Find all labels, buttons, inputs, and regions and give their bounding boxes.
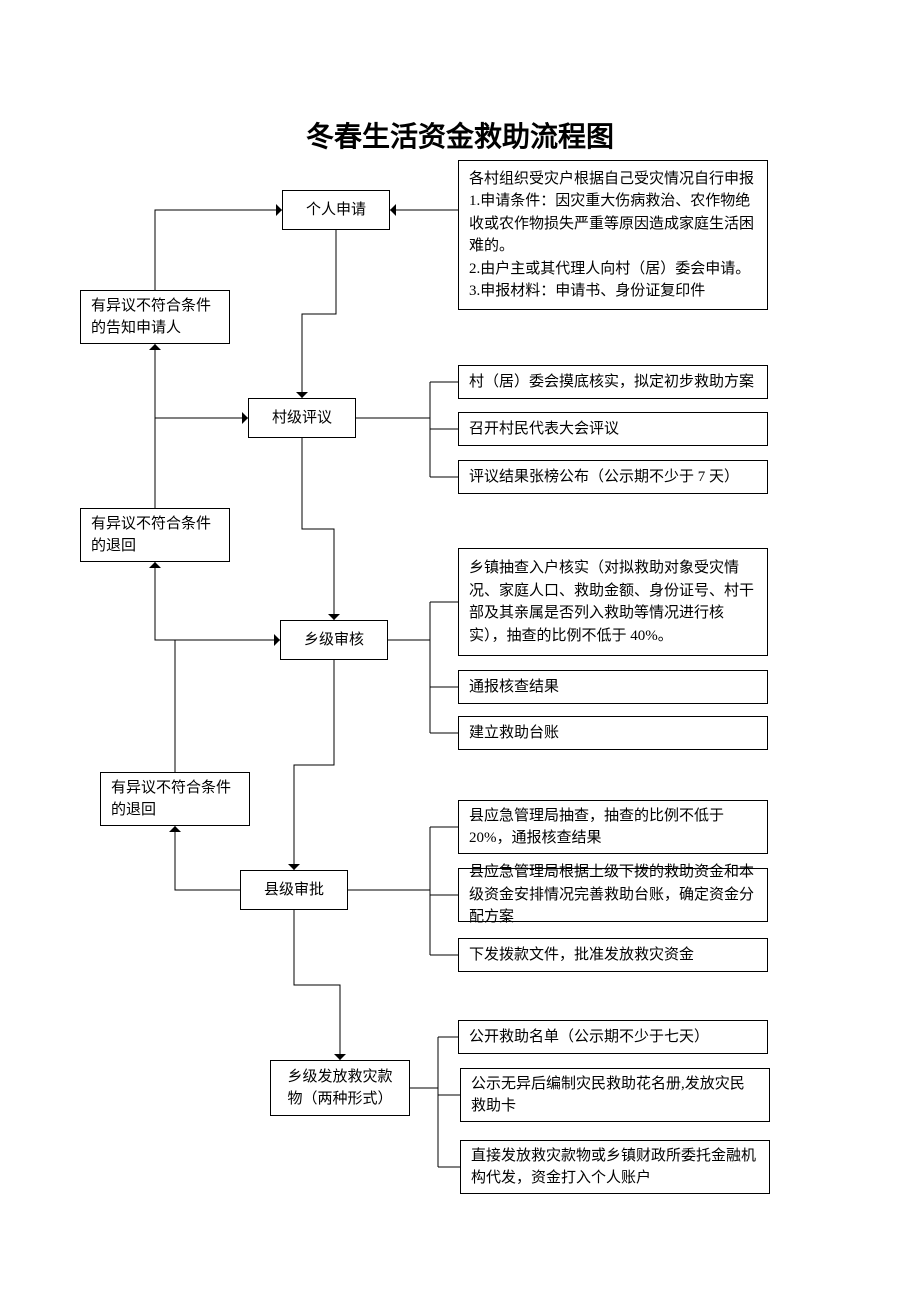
note-township-report: 通报核查结果: [458, 670, 768, 704]
reject-inform-applicant: 有异议不符合条件的告知申请人: [80, 290, 230, 344]
note-distribute-payment: 直接发放救灾款物或乡镇财政所委托金融机构代发，资金打入个人账户: [460, 1140, 770, 1194]
page-title: 冬春生活资金救助流程图: [0, 115, 920, 155]
reject-return-township: 有异议不符合条件的退回: [100, 772, 250, 826]
step-township-audit: 乡级审核: [280, 620, 388, 660]
note-village-meeting: 召开村民代表大会评议: [458, 412, 768, 446]
note-distribute-roster: 公示无异后编制灾民救助花名册,发放灾民救助卡: [460, 1068, 770, 1122]
note-village-verify: 村（居）委会摸底核实，拟定初步救助方案: [458, 365, 768, 399]
note-county-check: 县应急管理局抽查，抽查的比例不低于 20%，通报核查结果: [458, 800, 768, 854]
note-county-allocate: 县应急管理局根据上级下拨的救助资金和本级资金安排情况完善救助台账，确定资金分配方…: [458, 868, 768, 922]
note-distribute-publish: 公开救助名单（公示期不少于七天）: [458, 1020, 768, 1054]
step-county-approval: 县级审批: [240, 870, 348, 910]
step-village-review: 村级评议: [248, 398, 356, 438]
note-village-publish: 评议结果张榜公布（公示期不少于 7 天）: [458, 460, 768, 494]
note-county-approve-funds: 下发拨款文件，批准发放救灾资金: [458, 938, 768, 972]
note-township-ledger: 建立救助台账: [458, 716, 768, 750]
note-application-conditions: 各村组织受灾户根据自己受灾情况自行申报1.申请条件：因灾重大伤病救治、农作物绝收…: [458, 160, 768, 310]
note-township-check: 乡镇抽查入户核实（对拟救助对象受灾情况、家庭人口、救助金额、身份证号、村干部及其…: [458, 548, 768, 656]
step-personal-application: 个人申请: [282, 190, 390, 230]
reject-return-village: 有异议不符合条件的退回: [80, 508, 230, 562]
step-township-distribute: 乡级发放救灾款物（两种形式）: [270, 1060, 410, 1116]
